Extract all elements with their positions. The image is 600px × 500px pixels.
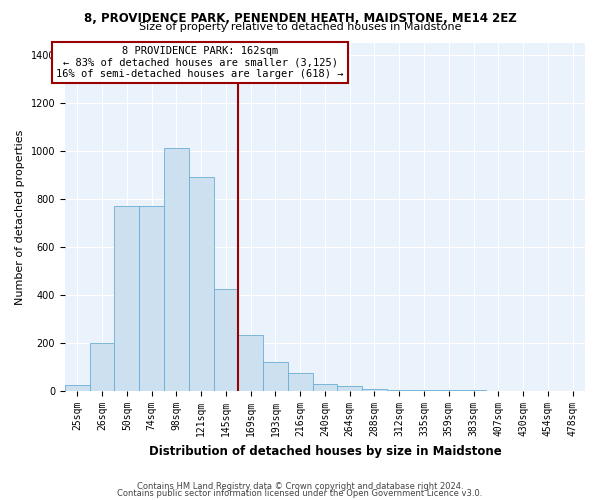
Text: Size of property relative to detached houses in Maidstone: Size of property relative to detached ho… (139, 22, 461, 32)
Bar (461, 390, 486, 391)
X-axis label: Distribution of detached houses by size in Maidstone: Distribution of detached houses by size … (149, 444, 502, 458)
Bar (412, 390, 436, 391)
Y-axis label: Number of detached properties: Number of detached properties (15, 129, 25, 304)
Bar (362, 389, 387, 391)
Bar (139, 206, 164, 391)
Bar (164, 148, 189, 391)
Text: Contains HM Land Registry data © Crown copyright and database right 2024.: Contains HM Land Registry data © Crown c… (137, 482, 463, 491)
Bar (387, 390, 412, 391)
Bar (115, 206, 139, 391)
Bar (313, 384, 337, 391)
Bar (238, 334, 263, 391)
Bar (436, 390, 461, 391)
Bar (263, 362, 288, 391)
Text: 8 PROVIDENCE PARK: 162sqm
← 83% of detached houses are smaller (3,125)
16% of se: 8 PROVIDENCE PARK: 162sqm ← 83% of detac… (56, 46, 344, 79)
Bar (288, 373, 313, 391)
Bar (214, 289, 238, 391)
Bar (89, 343, 115, 391)
Bar (337, 386, 362, 391)
Bar (65, 385, 89, 391)
Text: 8, PROVIDENCE PARK, PENENDEN HEATH, MAIDSTONE, ME14 2EZ: 8, PROVIDENCE PARK, PENENDEN HEATH, MAID… (83, 12, 517, 26)
Text: Contains public sector information licensed under the Open Government Licence v3: Contains public sector information licen… (118, 489, 482, 498)
Bar (189, 177, 214, 391)
